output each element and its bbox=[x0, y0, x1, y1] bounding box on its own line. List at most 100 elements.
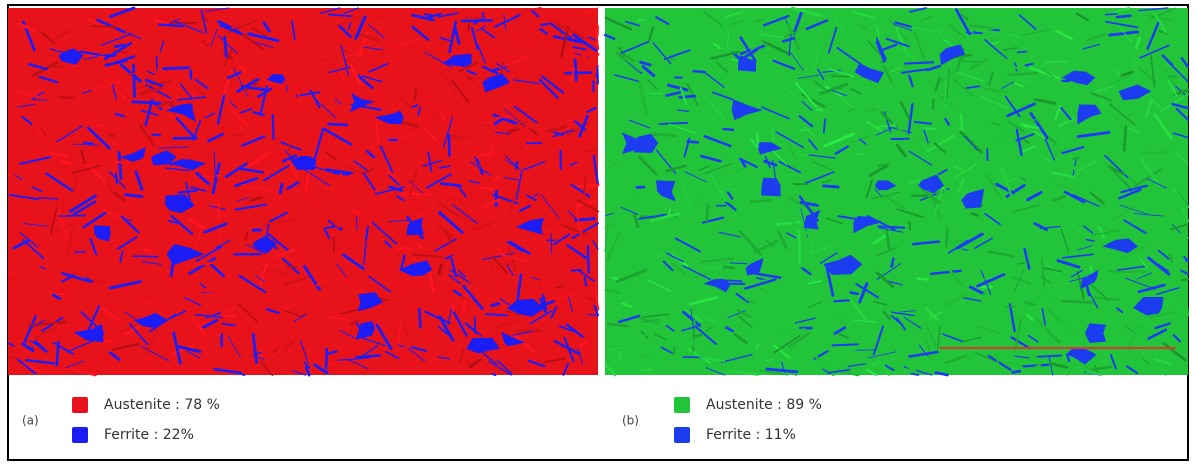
legend-swatch bbox=[72, 427, 88, 443]
grain-streak bbox=[1117, 16, 1130, 17]
legend-swatch bbox=[674, 427, 690, 443]
ferrite-island bbox=[1085, 323, 1106, 343]
grain-streak bbox=[909, 222, 910, 229]
grain-streak bbox=[833, 344, 858, 345]
grain-streak bbox=[1106, 14, 1117, 15]
grain-streak bbox=[475, 317, 476, 334]
legend: (b) Austenite : 89 % Ferrite : 11% bbox=[622, 397, 822, 443]
grain-streak bbox=[115, 45, 124, 47]
grain-streak bbox=[397, 248, 413, 249]
grain-streak bbox=[126, 195, 142, 197]
grain-streak bbox=[674, 347, 675, 355]
grain-streak bbox=[1110, 271, 1136, 272]
grain-streak bbox=[1124, 126, 1126, 150]
phase-maps bbox=[8, 8, 1188, 375]
grain-streak bbox=[879, 165, 889, 166]
grain-streak bbox=[419, 309, 420, 327]
legends: (a) Austenite : 78 % Ferrite : 22% (b) Auste… bbox=[22, 397, 822, 443]
grain-streak bbox=[638, 20, 644, 21]
grain-streak bbox=[724, 267, 734, 268]
grain-streak bbox=[659, 123, 687, 124]
grain-streak bbox=[480, 187, 495, 189]
grain-streak bbox=[287, 266, 298, 267]
grain-streak bbox=[133, 102, 160, 103]
grain-streak bbox=[620, 352, 621, 361]
grain-streak bbox=[576, 185, 598, 187]
legend-text: Ferrite : 11% bbox=[706, 427, 796, 443]
grain-streak bbox=[119, 153, 121, 179]
legend-text: Austenite : 89 % bbox=[706, 397, 822, 413]
grain-streak bbox=[10, 357, 17, 358]
figure: (a) Austenite : 78 % Ferrite : 22% (b) Auste… bbox=[0, 0, 1196, 464]
grain-streak bbox=[1038, 356, 1061, 357]
grain-streak bbox=[152, 135, 160, 136]
grain-streak bbox=[1045, 61, 1065, 62]
grain-streak bbox=[879, 125, 896, 126]
grain-streak bbox=[493, 374, 496, 375]
grain-streak bbox=[164, 68, 189, 69]
grain-streak bbox=[680, 96, 695, 97]
grain-streak bbox=[9, 273, 16, 275]
grain-streak bbox=[706, 206, 707, 221]
legend-text: Austenite : 78 % bbox=[104, 397, 220, 413]
grain-streak bbox=[84, 143, 93, 144]
grain-streak bbox=[1169, 76, 1176, 77]
panel-label: (b) bbox=[622, 414, 639, 428]
grain-streak bbox=[465, 17, 483, 18]
panel-label: (a) bbox=[22, 414, 39, 428]
grain-streak bbox=[356, 355, 379, 357]
grain-streak bbox=[114, 162, 128, 164]
grain-streak bbox=[918, 278, 928, 279]
grain-streak bbox=[1062, 301, 1091, 303]
figure-canvas: (a) Austenite : 78 % Ferrite : 22% (b) Auste… bbox=[0, 0, 1196, 464]
grain-streak bbox=[425, 14, 433, 15]
grain-streak bbox=[1073, 158, 1079, 159]
grain-streak bbox=[218, 201, 219, 220]
grain-streak bbox=[575, 60, 576, 80]
phase-map bbox=[605, 8, 1188, 375]
grain-streak bbox=[582, 54, 598, 55]
grain-streak bbox=[757, 134, 758, 143]
grain-streak bbox=[1013, 371, 1020, 372]
grain-streak bbox=[516, 331, 540, 332]
grain-streak bbox=[449, 135, 450, 156]
grain-streak bbox=[492, 304, 498, 306]
grain-streak bbox=[439, 265, 441, 274]
legend-text: Ferrite : 22% bbox=[104, 427, 194, 443]
grain-streak bbox=[542, 24, 549, 25]
grain-streak bbox=[415, 88, 416, 99]
grain-streak bbox=[824, 119, 825, 132]
grain-streak bbox=[225, 37, 227, 56]
grain-streak bbox=[834, 300, 850, 301]
legend: (a) Austenite : 78 % Ferrite : 22% bbox=[22, 397, 220, 443]
grain-streak bbox=[116, 174, 117, 184]
grain-streak bbox=[430, 27, 431, 42]
grain-streak bbox=[273, 115, 274, 139]
grain-streak bbox=[669, 209, 670, 218]
grain-streak bbox=[401, 193, 431, 194]
grain-streak bbox=[51, 67, 63, 68]
legend-swatch bbox=[72, 397, 88, 413]
grain-streak bbox=[584, 178, 585, 198]
grain-streak bbox=[246, 233, 248, 239]
grain-streak bbox=[955, 191, 974, 192]
grain-streak bbox=[978, 287, 991, 288]
legend-swatch bbox=[674, 397, 690, 413]
grain-streak bbox=[713, 23, 714, 36]
grain-streak bbox=[280, 184, 282, 193]
grain-streak bbox=[167, 23, 197, 24]
grain-streak bbox=[133, 65, 134, 96]
grain-streak bbox=[572, 270, 581, 271]
grain-streak bbox=[356, 217, 357, 230]
grain-streak bbox=[184, 322, 195, 323]
grain-streak bbox=[639, 370, 651, 371]
grain-streak bbox=[486, 314, 507, 315]
grain-streak bbox=[468, 24, 469, 30]
grain-streak bbox=[328, 124, 347, 125]
grain-streak bbox=[961, 115, 962, 130]
grain-streak bbox=[91, 26, 115, 27]
grain-streak bbox=[946, 228, 947, 246]
grain-streak bbox=[326, 349, 327, 369]
ferrite-island bbox=[761, 178, 781, 197]
grain-streak bbox=[75, 252, 86, 253]
